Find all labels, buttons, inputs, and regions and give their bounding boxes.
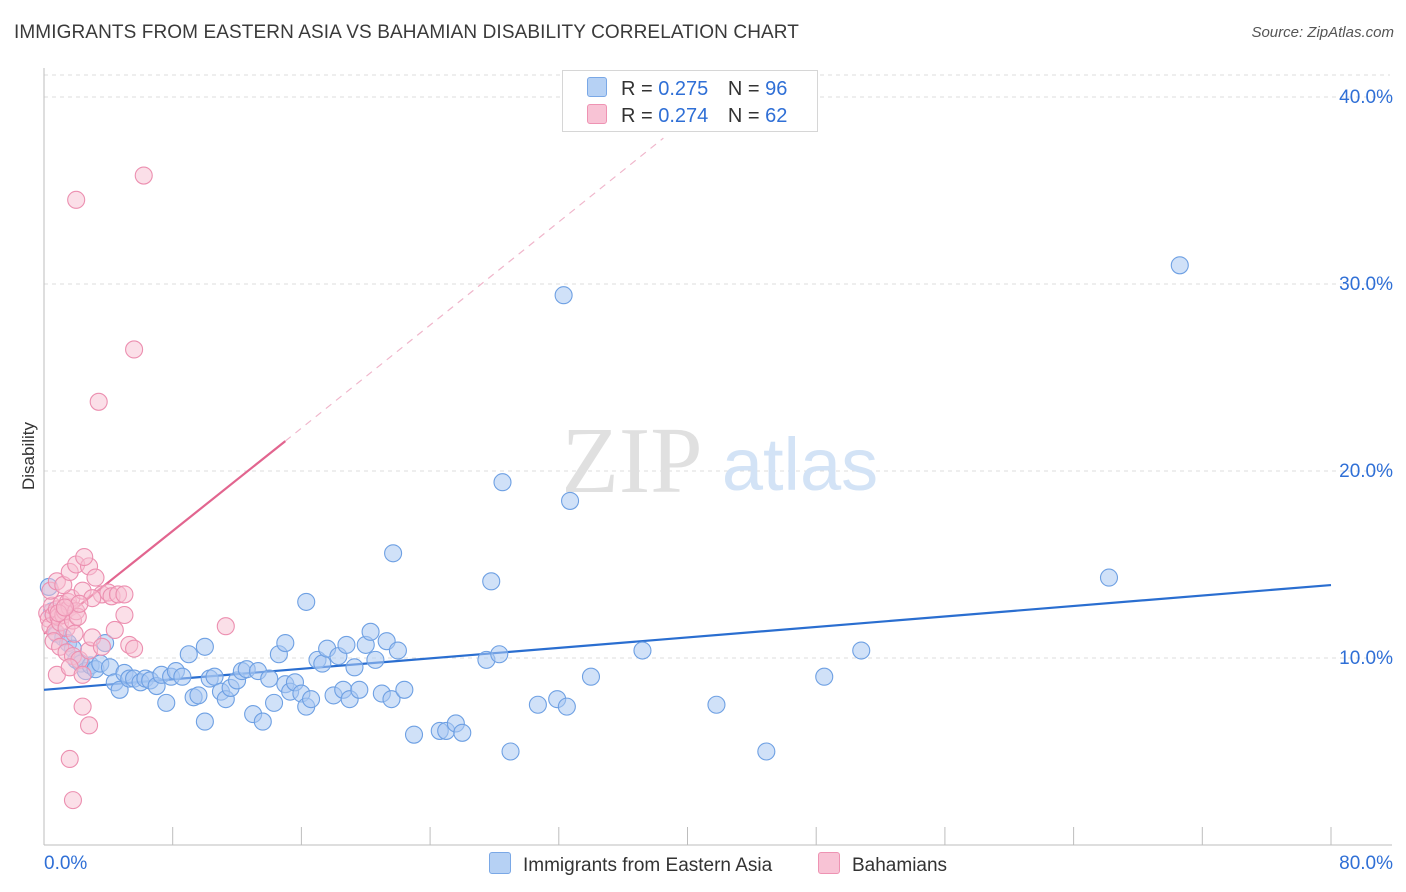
data-point-eastern-asia bbox=[453, 723, 472, 742]
series-legend: Immigrants from Eastern Asia Bahamians bbox=[0, 852, 1406, 878]
legend-row-bahamians: R = 0.274 N = 62 bbox=[587, 104, 787, 128]
series-bahamians bbox=[38, 166, 235, 810]
data-point-bahamians bbox=[134, 166, 153, 185]
data-point-eastern-asia bbox=[757, 742, 776, 761]
data-point-eastern-asia bbox=[382, 690, 401, 709]
data-point-eastern-asia bbox=[195, 637, 214, 656]
legend-n-label: N = bbox=[727, 105, 760, 127]
legend-n-value: 62 bbox=[765, 105, 788, 127]
y-tick-label: 10.0% bbox=[1339, 648, 1393, 669]
tick-labels: 10.0% 20.0% 30.0% 40.0% 0.0% 80.0% bbox=[44, 87, 1393, 874]
data-point-eastern-asia bbox=[205, 667, 224, 686]
data-point-eastern-asia bbox=[388, 641, 407, 660]
data-point-eastern-asia bbox=[173, 667, 192, 686]
y-axis-label: Disability bbox=[19, 421, 38, 490]
data-point-bahamians bbox=[105, 620, 124, 640]
y-tick-label: 20.0% bbox=[1339, 461, 1393, 482]
data-point-bahamians bbox=[216, 617, 235, 636]
data-point-eastern-asia bbox=[195, 712, 214, 731]
legend-r-label: R = bbox=[621, 78, 653, 100]
data-point-eastern-asia bbox=[815, 667, 834, 686]
data-point-eastern-asia bbox=[253, 712, 272, 731]
data-point-eastern-asia bbox=[482, 572, 501, 591]
data-point-eastern-asia bbox=[189, 686, 208, 705]
legend-label-eastern-asia: Immigrants from Eastern Asia bbox=[523, 855, 773, 876]
y-tick-label: 30.0% bbox=[1339, 274, 1393, 295]
data-point-eastern-asia bbox=[404, 725, 424, 744]
data-point-eastern-asia bbox=[633, 641, 652, 660]
data-point-bahamians bbox=[63, 791, 83, 810]
data-point-eastern-asia bbox=[157, 693, 176, 712]
data-point-bahamians bbox=[60, 749, 79, 769]
data-point-bahamians bbox=[89, 392, 108, 411]
legend-n-label: N = bbox=[727, 78, 760, 100]
legend-item-eastern-asia[interactable]: Immigrants from Eastern Asia bbox=[489, 852, 772, 877]
legend-item-bahamians[interactable]: Bahamians bbox=[818, 852, 947, 877]
data-point-bahamians bbox=[55, 598, 74, 617]
data-point-eastern-asia bbox=[265, 693, 284, 712]
legend-swatch-blue bbox=[489, 852, 511, 874]
chart-title: IMMIGRANTS FROM EASTERN ASIA VS BAHAMIAN… bbox=[14, 22, 799, 43]
data-point-eastern-asia bbox=[337, 635, 356, 654]
correlation-legend: R = 0.275 N = 96 R = 0.274 N = 62 bbox=[562, 70, 818, 132]
data-point-eastern-asia bbox=[1099, 568, 1119, 587]
x-tick-label: 0.0% bbox=[44, 853, 87, 874]
data-point-eastern-asia bbox=[490, 645, 509, 664]
legend-swatch-pink bbox=[818, 852, 840, 874]
data-point-eastern-asia bbox=[528, 695, 547, 714]
data-point-eastern-asia bbox=[707, 695, 726, 714]
data-point-eastern-asia bbox=[260, 669, 279, 688]
data-point-eastern-asia bbox=[395, 680, 414, 699]
data-point-eastern-asia bbox=[1170, 256, 1189, 275]
data-point-eastern-asia bbox=[501, 742, 520, 761]
data-point-bahamians bbox=[65, 624, 84, 643]
data-point-eastern-asia bbox=[366, 650, 385, 669]
watermark-atlas: atlas bbox=[722, 423, 878, 506]
data-point-eastern-asia bbox=[493, 473, 512, 492]
data-point-bahamians bbox=[115, 605, 134, 625]
data-point-eastern-asia bbox=[561, 491, 580, 510]
data-point-eastern-asia bbox=[313, 654, 332, 673]
watermark: ZIP atlas bbox=[562, 409, 879, 513]
data-point-bahamians bbox=[125, 340, 144, 359]
data-point-bahamians bbox=[79, 716, 99, 735]
axes bbox=[43, 68, 1392, 846]
data-point-bahamians bbox=[73, 665, 92, 684]
legend-n-value: 96 bbox=[765, 78, 788, 100]
watermark-zip: ZIP bbox=[562, 409, 703, 513]
legend-label-bahamians: Bahamians bbox=[852, 855, 948, 876]
data-point-eastern-asia bbox=[361, 622, 380, 641]
trend-line-bahamians-extrapolated bbox=[284, 137, 664, 442]
data-point-eastern-asia bbox=[350, 680, 369, 699]
data-point-eastern-asia bbox=[384, 544, 403, 563]
data-point-bahamians bbox=[73, 697, 92, 716]
data-point-eastern-asia bbox=[345, 658, 364, 677]
series-eastern-asia bbox=[39, 256, 1189, 761]
legend-row-eastern-asia: R = 0.275 N = 96 bbox=[587, 77, 787, 101]
data-point-eastern-asia bbox=[179, 645, 198, 664]
data-point-bahamians bbox=[86, 568, 105, 587]
data-point-bahamians bbox=[75, 547, 94, 567]
data-point-bahamians bbox=[92, 637, 111, 656]
data-point-bahamians bbox=[67, 190, 86, 209]
legend-swatch-pink bbox=[587, 104, 607, 124]
data-point-eastern-asia bbox=[302, 690, 321, 709]
legend-r-value: 0.275 bbox=[658, 78, 709, 100]
legend-r-label: R = bbox=[621, 105, 653, 127]
legend-swatch-blue bbox=[587, 77, 607, 97]
data-point-bahamians bbox=[115, 585, 134, 604]
data-point-eastern-asia bbox=[276, 633, 295, 653]
data-point-eastern-asia bbox=[581, 667, 601, 686]
y-tick-label: 40.0% bbox=[1339, 87, 1393, 108]
gridlines bbox=[44, 74, 1390, 659]
data-point-bahamians bbox=[125, 639, 144, 658]
data-point-eastern-asia bbox=[557, 697, 576, 716]
data-point-eastern-asia bbox=[852, 641, 871, 660]
data-point-eastern-asia bbox=[297, 592, 316, 611]
data-point-eastern-asia bbox=[554, 286, 573, 305]
legend-r-value: 0.274 bbox=[658, 105, 709, 127]
source-credit: Source: ZipAtlas.com bbox=[1251, 24, 1394, 41]
x-tick-label: 80.0% bbox=[1339, 853, 1393, 874]
